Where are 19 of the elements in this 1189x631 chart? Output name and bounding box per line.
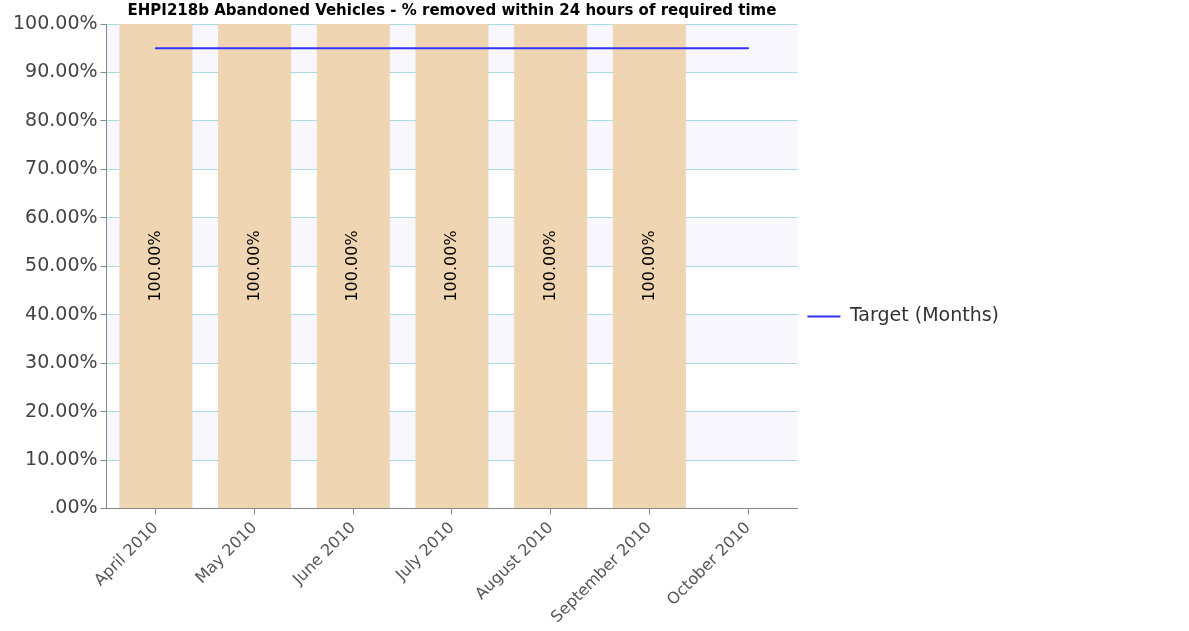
y-tick-label: 70.00%	[25, 156, 98, 179]
data-label: 100.00%	[441, 230, 461, 302]
y-tick-label: 90.00%	[25, 59, 98, 82]
data-label: 100.00%	[342, 230, 362, 302]
data-label: 100.00%	[243, 230, 263, 302]
y-tick-label: 100.00%	[12, 10, 98, 33]
y-tick-label: 50.00%	[25, 253, 98, 276]
data-label: 100.00%	[638, 230, 658, 302]
y-tick-label: 80.00%	[25, 107, 98, 130]
y-tick-label: 40.00%	[25, 301, 98, 324]
y-tick-label: 60.00%	[25, 204, 98, 227]
y-tick-label: 20.00%	[25, 398, 98, 421]
y-tick-label: 10.00%	[25, 446, 98, 469]
chart-title: EHPI218b Abandoned Vehicles - % removed within 24 hours of required time	[127, 0, 777, 19]
y-tick-label: .00%	[49, 495, 98, 518]
legend-label: Target (Months)	[848, 303, 1000, 326]
y-tick-label: 30.00%	[25, 350, 98, 373]
data-label: 100.00%	[539, 230, 559, 302]
data-label: 100.00%	[145, 230, 165, 302]
